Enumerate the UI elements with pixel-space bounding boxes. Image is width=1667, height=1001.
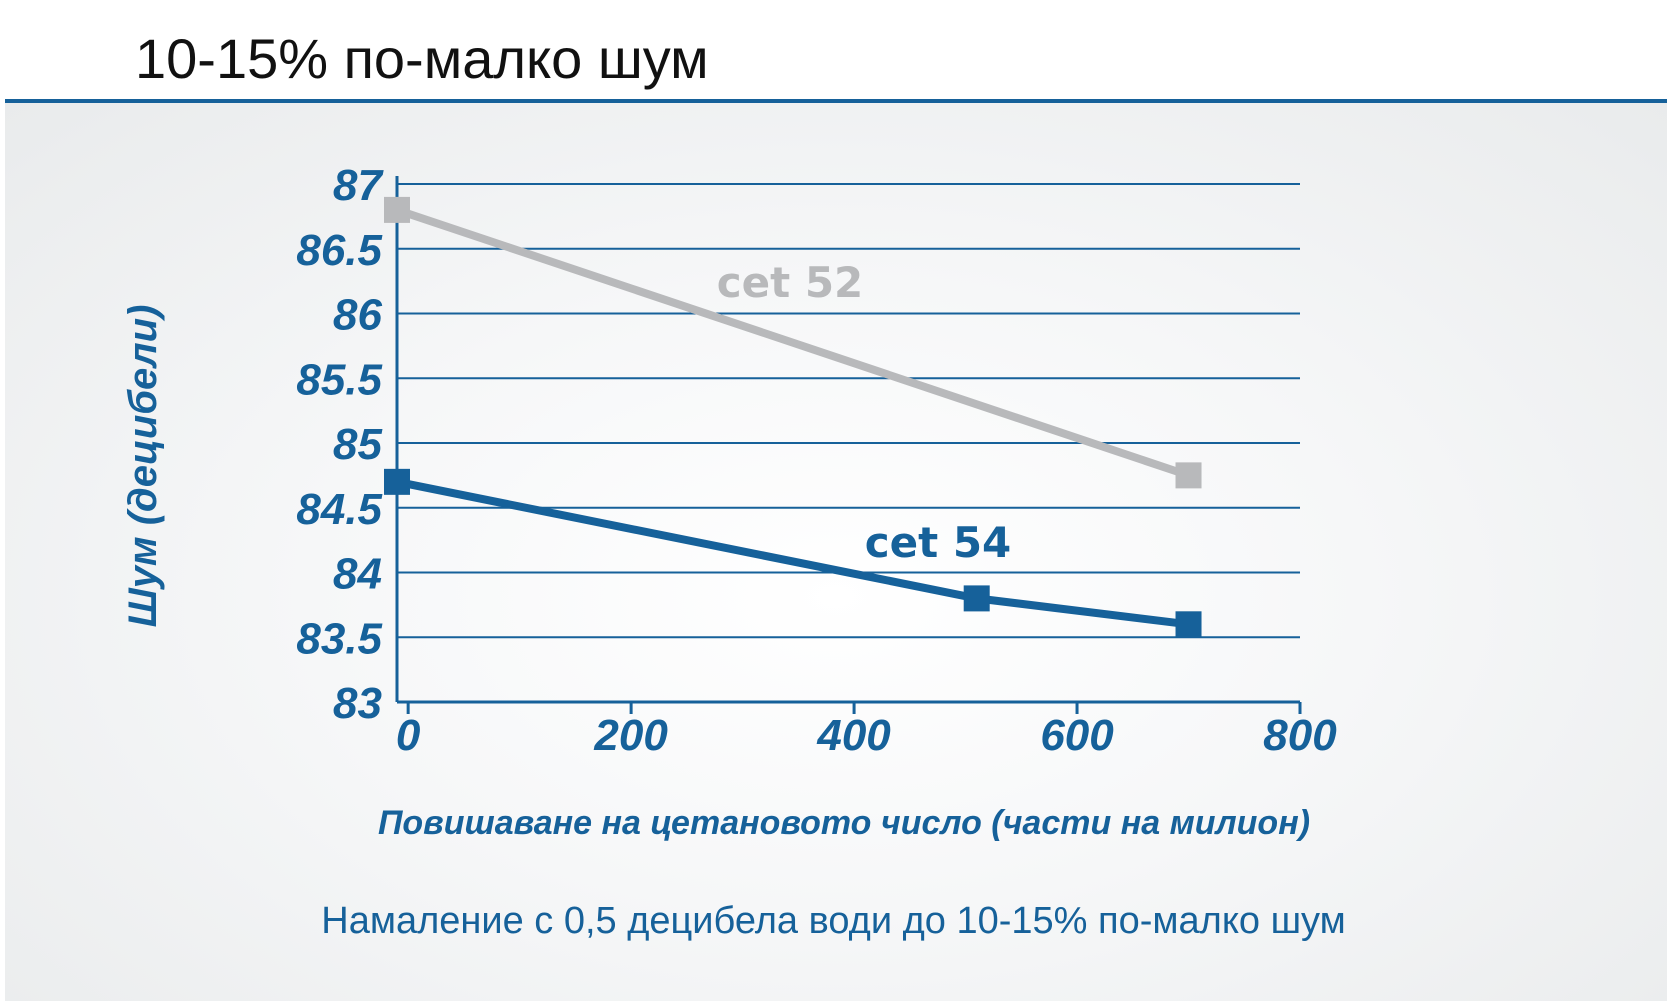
series-line: [396, 477, 1190, 629]
y-tick-label: 86: [333, 291, 382, 340]
chart-panel: [5, 103, 1667, 1001]
footnote: Намаление с 0,5 децибела води до 10-15% …: [321, 900, 1346, 942]
y-tick-label: 86.5: [296, 226, 382, 275]
y-axis-label: Шум (децибели): [121, 305, 165, 628]
y-tick-label: 85: [333, 420, 382, 469]
y-tick-label: 83: [333, 679, 382, 728]
data-point-marker: [384, 196, 410, 223]
series-label: cet 52: [717, 258, 864, 307]
series-label: cet 54: [865, 518, 1012, 567]
x-tick-label: 600: [1040, 711, 1114, 760]
y-tick-label: 84.5: [296, 485, 382, 534]
x-tick-label: 400: [816, 711, 891, 760]
series-line: [395, 206, 1190, 480]
y-tick-label: 83.5: [296, 614, 382, 663]
data-point-marker: [963, 585, 990, 612]
x-tick-label: 800: [1263, 711, 1337, 760]
data-point-marker: [384, 468, 410, 495]
x-tick-label: 0: [396, 711, 421, 760]
x-axis-label: Повишаване на цетановото число (части на…: [378, 804, 1310, 842]
y-tick-label: 84: [333, 550, 382, 599]
page-title: 10-15% по-малко шум: [135, 27, 709, 90]
y-tick-label: 85.5: [296, 355, 382, 404]
data-point-marker: [1175, 462, 1202, 489]
x-tick-label: 200: [593, 711, 668, 760]
title-underline: [5, 99, 1667, 103]
y-tick-label: 87: [333, 161, 384, 210]
data-point-marker: [1175, 611, 1202, 638]
